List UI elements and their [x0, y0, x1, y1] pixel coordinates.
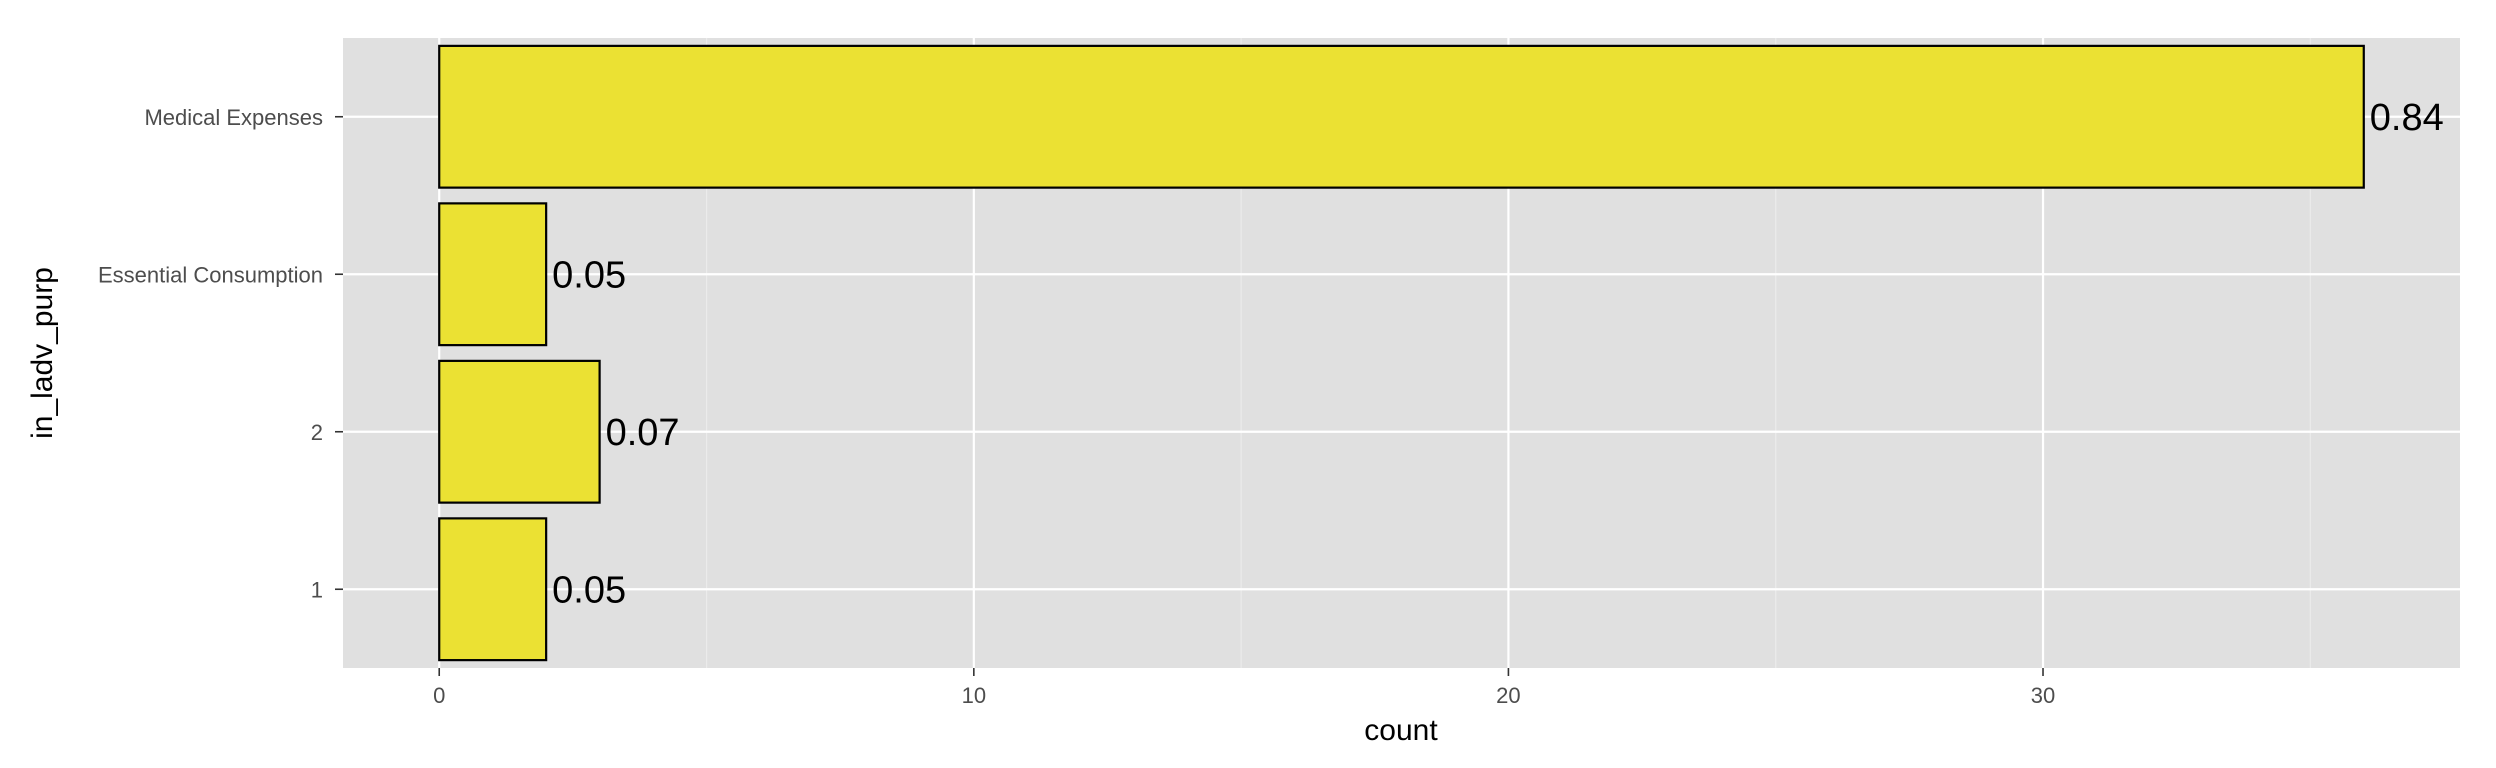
x-tick-label: 0 — [433, 683, 445, 708]
bars-layer: 0.05 0.07 0.05 0.84 — [438, 44, 2444, 662]
bar — [438, 202, 548, 347]
data-label: 0.07 — [606, 412, 680, 454]
data-label: 0.05 — [552, 254, 626, 296]
x-tick-label: 30 — [2031, 683, 2055, 708]
x-tick-label: 20 — [1496, 683, 1520, 708]
y-tick-label: 2 — [311, 420, 323, 445]
y-tick-label: Medical Expenses — [144, 105, 323, 130]
y-tick-label: Essential Consumption — [98, 262, 323, 287]
y-tick-label: 1 — [311, 577, 323, 602]
bar — [438, 44, 2365, 189]
bar — [438, 359, 601, 504]
y-axis-title: in_ladv_purp — [26, 267, 59, 439]
x-tick-label: 10 — [962, 683, 986, 708]
data-label: 0.05 — [552, 569, 626, 611]
y-axis: 1 2 Essential Consumption Medical Expenses — [98, 105, 343, 602]
bar — [438, 517, 548, 662]
data-label: 0.84 — [2370, 97, 2444, 139]
x-axis: 0 10 20 30 — [433, 668, 2055, 708]
x-axis-title: count — [1364, 714, 1438, 747]
